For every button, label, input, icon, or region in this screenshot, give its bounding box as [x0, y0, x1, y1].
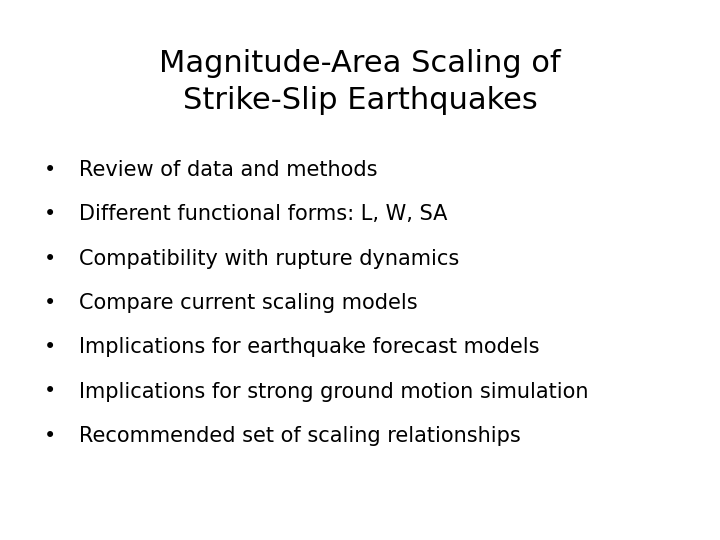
Text: Compatibility with rupture dynamics: Compatibility with rupture dynamics [79, 248, 459, 269]
Text: •: • [44, 248, 57, 269]
Text: •: • [44, 204, 57, 225]
Text: Implications for earthquake forecast models: Implications for earthquake forecast mod… [79, 337, 540, 357]
Text: •: • [44, 293, 57, 313]
Text: Recommended set of scaling relationships: Recommended set of scaling relationships [79, 426, 521, 446]
Text: •: • [44, 426, 57, 446]
Text: Different functional forms: L, W, SA: Different functional forms: L, W, SA [79, 204, 448, 225]
Text: •: • [44, 160, 57, 180]
Text: Compare current scaling models: Compare current scaling models [79, 293, 418, 313]
Text: Magnitude-Area Scaling of
Strike-Slip Earthquakes: Magnitude-Area Scaling of Strike-Slip Ea… [159, 49, 561, 114]
Text: •: • [44, 337, 57, 357]
Text: •: • [44, 381, 57, 402]
Text: Implications for strong ground motion simulation: Implications for strong ground motion si… [79, 381, 589, 402]
Text: Review of data and methods: Review of data and methods [79, 160, 378, 180]
